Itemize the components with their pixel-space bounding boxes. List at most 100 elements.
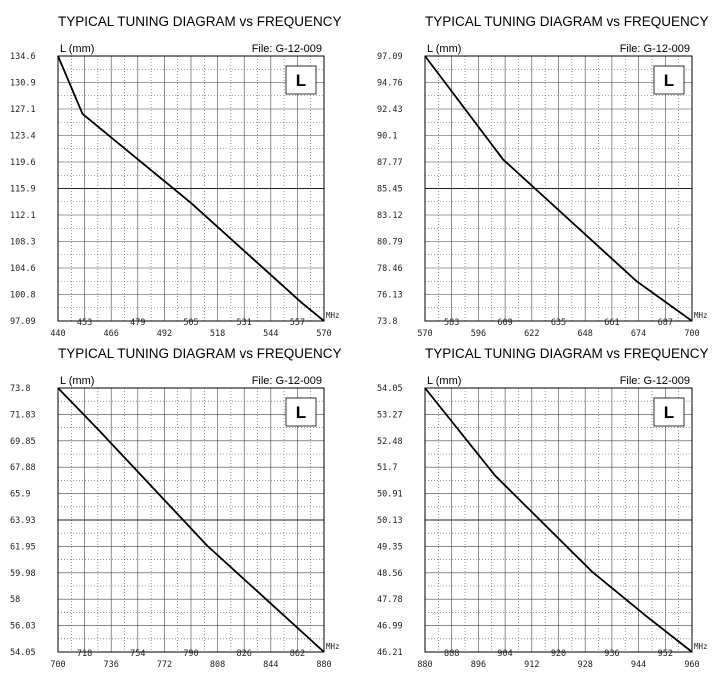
badge-box (285, 65, 317, 95)
y-tick-label: 127.1 (10, 105, 36, 115)
y-tick-label: 54.05 (377, 384, 403, 394)
x-tick-label: 622 (524, 329, 539, 339)
x-tick-label: 557 (290, 318, 305, 328)
y-tick-label: 97.09 (10, 317, 36, 327)
x-tick-label: 736 (104, 660, 119, 670)
x-tick-label: 687 (658, 318, 673, 328)
x-tick-label: 888 (444, 649, 459, 659)
x-tick-label: 862 (290, 649, 305, 659)
x-tick-label: 492 (157, 329, 172, 339)
x-tick-label: 518 (210, 329, 225, 339)
x-tick-label: 920 (551, 649, 566, 659)
x-tick-label: 844 (263, 660, 278, 670)
y-tick-label: 63.93 (10, 516, 36, 526)
x-tick-label: 453 (77, 318, 92, 328)
x-tick-label: 583 (444, 318, 459, 328)
y-axis-label: L (mm) (427, 43, 461, 55)
chart-title: TYPICAL TUNING DIAGRAM vs FREQUENCY (425, 346, 709, 361)
badge-box (653, 65, 685, 95)
y-tick-label: 100.8 (10, 291, 36, 301)
y-tick-label: 71.83 (10, 410, 36, 420)
x-tick-label: 648 (578, 329, 593, 339)
y-tick-label: 123.4 (10, 132, 36, 142)
plot-frame (424, 387, 693, 653)
y-tick-label: 47.78 (377, 595, 403, 605)
x-tick-label: 718 (77, 649, 92, 659)
y-tick-label: 48.56 (377, 569, 403, 579)
x-tick-label: 674 (631, 329, 646, 339)
y-tick-label: 52.48 (377, 437, 403, 447)
y-tick-label: 56.03 (10, 622, 36, 632)
badge-box (653, 397, 685, 427)
x-tick-label: 880 (417, 660, 432, 670)
y-tick-label: 87.77 (377, 158, 403, 168)
series-line (57, 387, 325, 653)
x-unit-label: MHz (694, 311, 708, 320)
x-tick-label: 936 (604, 649, 619, 659)
x-tick-label: 896 (471, 660, 486, 670)
x-tick-label: 661 (604, 318, 619, 328)
chart-title: TYPICAL TUNING DIAGRAM vs FREQUENCY (58, 346, 342, 361)
x-unit-label: MHz (326, 311, 340, 320)
x-tick-label: 700 (50, 660, 65, 670)
y-tick-label: 69.85 (10, 437, 36, 447)
x-tick-label: 570 (417, 329, 432, 339)
x-tick-label: 531 (237, 318, 252, 328)
y-tick-label: 76.13 (377, 291, 403, 301)
x-tick-label: 772 (157, 660, 172, 670)
chart-panel-3: TYPICAL TUNING DIAGRAM vs FREQUENCY L (mm… (10, 346, 342, 670)
x-tick-label: 544 (263, 329, 278, 339)
y-tick-label: 80.79 (377, 238, 403, 248)
file-label: File: G-12-009 (252, 375, 322, 387)
badge-label: L (664, 71, 674, 90)
y-tick-label: 46.99 (377, 622, 403, 632)
x-tick-label: 826 (237, 649, 252, 659)
x-tick-label: 700 (684, 329, 699, 339)
y-tick-label: 58 (10, 595, 20, 605)
chart-panel-4: TYPICAL TUNING DIAGRAM vs FREQUENCY L (mm… (377, 346, 709, 670)
y-tick-label: 65.9 (10, 490, 30, 500)
y-tick-label: 59.98 (10, 569, 36, 579)
badge-label: L (296, 71, 306, 90)
x-tick-label: 505 (183, 318, 198, 328)
x-tick-label: 440 (50, 329, 65, 339)
plot-frame (57, 387, 325, 653)
y-tick-label: 97.09 (377, 52, 403, 62)
y-tick-label: 50.13 (377, 516, 403, 526)
y-axis-label: L (mm) (60, 375, 94, 387)
y-tick-label: 51.7 (377, 463, 397, 473)
plot-frame (57, 55, 325, 322)
y-tick-label: 73.8 (377, 317, 397, 327)
y-tick-label: 83.12 (377, 211, 403, 221)
x-tick-label: 960 (684, 660, 699, 670)
y-tick-label: 78.46 (377, 264, 403, 274)
file-label: File: G-12-009 (620, 375, 690, 387)
y-axis-label: L (mm) (60, 43, 94, 55)
y-tick-label: 130.9 (10, 79, 36, 89)
chart-title: TYPICAL TUNING DIAGRAM vs FREQUENCY (425, 14, 709, 29)
y-tick-label: 46.21 (377, 648, 403, 658)
file-label: File: G-12-009 (252, 43, 322, 55)
y-tick-label: 67.88 (10, 463, 36, 473)
y-tick-label: 53.27 (377, 410, 403, 420)
x-tick-label: 880 (316, 660, 331, 670)
x-tick-label: 808 (210, 660, 225, 670)
y-axis-label: L (mm) (427, 375, 461, 387)
x-tick-label: 466 (104, 329, 119, 339)
x-unit-label: MHz (326, 642, 340, 651)
y-tick-label: 49.35 (377, 542, 403, 552)
x-tick-label: 609 (497, 318, 512, 328)
x-tick-label: 904 (497, 649, 512, 659)
x-tick-label: 790 (183, 649, 198, 659)
x-tick-label: 754 (130, 649, 145, 659)
x-tick-label: 596 (471, 329, 486, 339)
x-tick-label: 570 (316, 329, 331, 339)
x-tick-label: 912 (524, 660, 539, 670)
y-tick-label: 108.3 (10, 238, 36, 248)
y-tick-label: 104.6 (10, 264, 36, 274)
badge-box (285, 397, 317, 427)
x-tick-label: 635 (551, 318, 566, 328)
chart-panel-2: TYPICAL TUNING DIAGRAM vs FREQUENCY L (mm… (377, 14, 709, 339)
y-tick-label: 90.1 (377, 132, 397, 142)
